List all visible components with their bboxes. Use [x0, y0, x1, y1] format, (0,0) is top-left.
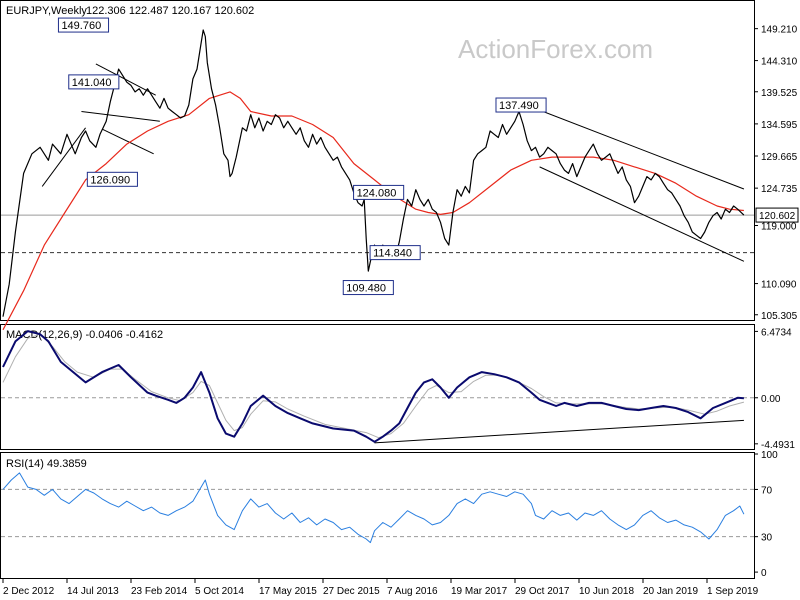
price-trendline	[81, 110, 160, 122]
rsi-y-tick-label: 0	[761, 568, 767, 579]
x-tick-label: 23 Feb 2014	[131, 586, 188, 597]
x-tick-label: 20 Jan 2019	[643, 586, 698, 597]
x-tick-label: 7 Aug 2016	[387, 586, 438, 597]
axis-layer: 149.210 144.310 139.525 134.595 129.665 124.7…	[2, 25, 799, 597]
price-annotation-box	[495, 97, 547, 113]
price-annotation-box	[57, 17, 110, 33]
price-annotation-box	[342, 280, 394, 296]
price-layer: 149.760 141.040 126.090 124.080 114.840 109.4…	[1, 17, 754, 331]
price-annotation-label: 149.760	[61, 20, 101, 32]
price-y-tick-label: 144.310	[761, 57, 798, 68]
macd-trendline	[374, 419, 744, 444]
price-annotation-label: 124.080	[357, 187, 397, 199]
price-trendline	[41, 127, 86, 187]
price-annotation-box	[68, 74, 120, 90]
rsi-line	[2, 472, 745, 544]
price-annotation-box	[353, 184, 405, 200]
chart-title: EURJPY,Weekly	[6, 5, 87, 17]
ohlc-readout: 122.306 122.487 120.167 120.602	[86, 5, 254, 17]
x-tick-label: 19 Mar 2017	[451, 586, 508, 597]
x-tick-label: 14 Jul 2013	[67, 586, 119, 597]
price-annotation-label: 137.490	[499, 100, 539, 112]
watermark: ActionForex.com	[458, 34, 653, 64]
rsi-y-tick-label: 100	[761, 450, 778, 461]
x-tick-label: 17 May 2015	[259, 586, 317, 597]
price-y-tick-label: 139.525	[761, 88, 798, 99]
x-tick-label: 10 Jun 2018	[579, 586, 634, 597]
price-trendline	[101, 128, 154, 155]
price-annotation-label: 114.840	[373, 248, 412, 260]
price-y-tick-label: 149.210	[761, 25, 798, 36]
x-tick-label: 5 Oct 2014	[195, 586, 244, 597]
current-price-label: 120.602	[759, 211, 796, 222]
price-annotation-label: 141.040	[72, 77, 112, 89]
price-annotation-box	[86, 171, 138, 187]
macd-y-tick-label: 0.00	[761, 394, 781, 405]
rsi-layer	[1, 472, 754, 544]
price-trendline	[520, 102, 745, 190]
price-annotation-label: 126.090	[90, 174, 130, 186]
price-y-tick-label: 110.090	[761, 280, 797, 291]
price-annotation-label: 109.480	[346, 283, 386, 295]
macd-line	[2, 330, 744, 443]
macd-panel	[0, 324, 755, 450]
x-tick-label: 2 Dec 2012	[3, 586, 55, 597]
rsi-label: RSI(14) 49.3859	[6, 458, 87, 470]
x-tick-label: 29 Oct 2017	[515, 586, 570, 597]
price-y-tick-label: 129.665	[761, 152, 798, 163]
price-line	[2, 29, 745, 317]
price-y-tick-label: 124.735	[761, 184, 798, 195]
price-y-tick-label: 119.000	[761, 222, 797, 233]
current-price-box	[755, 207, 799, 223]
x-tick-label: 27 Dec 2015	[323, 586, 380, 597]
price-y-tick-label: 105.305	[761, 311, 798, 322]
price-y-tick-label: 134.595	[761, 120, 798, 131]
price-trendline	[539, 166, 745, 262]
x-tick-label: 1 Sep 2019	[707, 586, 759, 597]
macd-y-tick-label: 6.4734	[761, 327, 792, 338]
macd-layer	[1, 330, 754, 444]
rsi-y-tick-label: 70	[761, 485, 773, 496]
rsi-panel	[0, 452, 755, 579]
rsi-y-tick-label: 30	[761, 533, 773, 544]
macd-y-tick-label: -4.4931	[761, 440, 795, 451]
price-panel	[0, 0, 755, 321]
price-annotation-box	[369, 245, 421, 261]
